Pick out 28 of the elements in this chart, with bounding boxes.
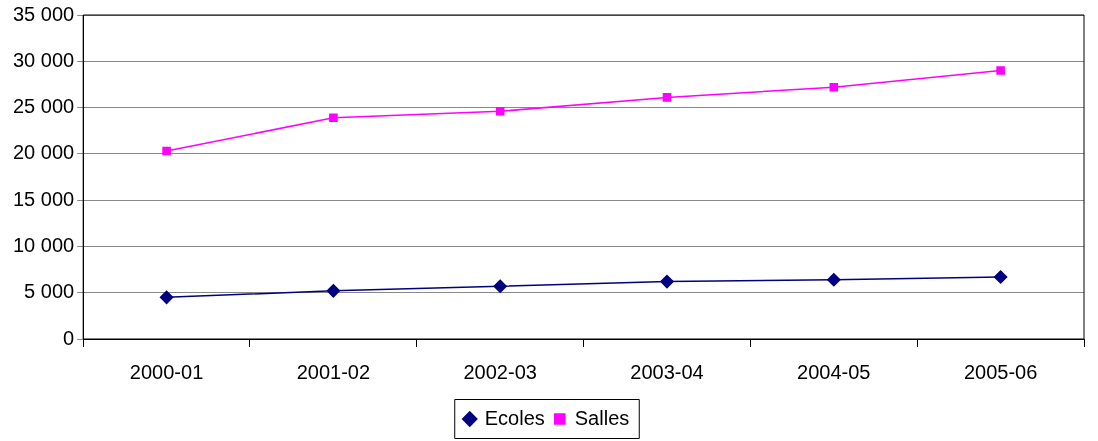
point [827,273,841,287]
x-tick-label: 2002-03 [463,360,537,383]
y-tick-label: 10 000 [13,233,75,256]
x-tick-label: 2004-05 [797,360,871,383]
x-tick-label: 2005-06 [963,360,1038,383]
point [993,270,1008,284]
legend-label: Salles [574,406,630,429]
y-tick-label: 35 000 [13,2,75,25]
y-tick-label: 0 [63,326,75,349]
point [326,284,341,298]
point [996,66,1005,75]
x-tick-label: 2003-04 [630,360,704,383]
y-tick-label: 20 000 [13,141,75,164]
y-tick-label: 15 000 [13,187,75,210]
point [329,113,338,123]
y-tick-label: 25 000 [13,95,75,118]
y-tick-label: 5 000 [24,280,75,303]
x-tick-label: 2001-02 [296,360,371,383]
point [662,93,672,102]
point [162,146,171,156]
point [495,106,505,116]
x-tick-label: 2000-01 [129,360,204,383]
point [493,279,507,293]
y-tick-label: 30 000 [13,48,75,71]
point [660,274,674,289]
legend-label: Ecoles [484,406,545,429]
point [829,82,839,92]
point [159,290,174,305]
